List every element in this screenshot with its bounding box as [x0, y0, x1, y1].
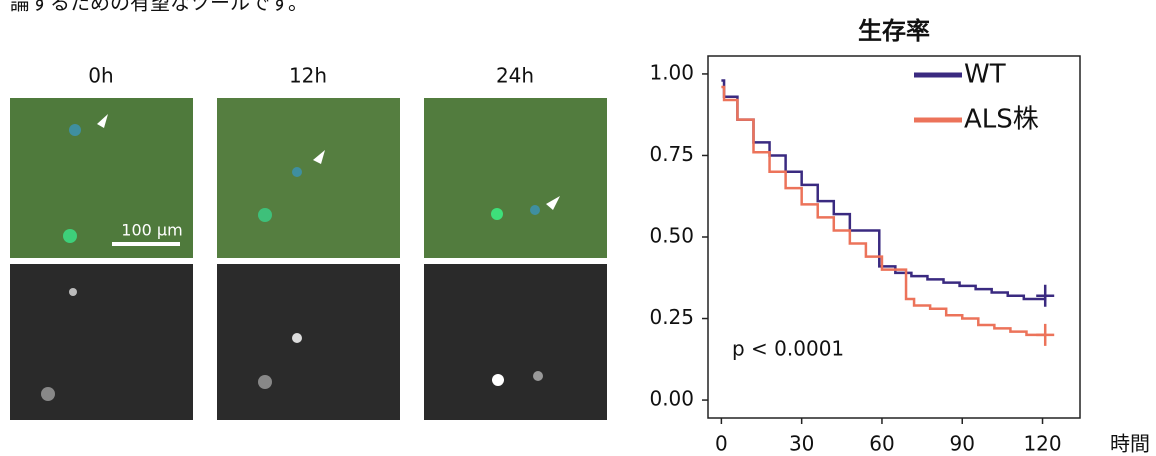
time-label: 24h — [496, 64, 534, 88]
x-tick-label: 60 — [869, 432, 894, 456]
cell — [41, 387, 55, 401]
cell — [292, 167, 302, 177]
time-label: 0h — [88, 64, 113, 88]
micrographs: 100 µm 0h 12h 24h — [10, 64, 607, 420]
cell — [63, 229, 77, 243]
x-tick-label: 90 — [950, 432, 975, 456]
header-text: 論するための有望なツールです。 — [10, 0, 308, 15]
y-tick-label: 0.25 — [649, 305, 694, 329]
micrograph — [217, 98, 400, 258]
cell — [258, 375, 272, 389]
y-tick-label: 0.00 — [649, 387, 694, 411]
micrograph — [424, 98, 607, 258]
cell — [491, 208, 503, 220]
y-tick-label: 0.75 — [649, 142, 694, 166]
arrowhead — [546, 196, 560, 210]
scale-bar-label: 100 µm — [121, 221, 182, 240]
legend-label: WT — [964, 60, 1006, 90]
censor-mark — [1036, 284, 1055, 307]
micrograph — [217, 264, 400, 420]
cell — [530, 205, 540, 215]
cell — [69, 288, 77, 296]
annotation: p < 0.0001 — [732, 337, 844, 361]
x-axis-label: 時間 — [1110, 432, 1150, 456]
cell — [258, 208, 272, 222]
micrograph — [10, 264, 193, 420]
cell — [69, 124, 81, 136]
x-tick-label: 120 — [1023, 432, 1061, 456]
survival-line — [721, 79, 1047, 301]
legend-label: ALS株 — [964, 105, 1039, 135]
y-tick-label: 0.50 — [649, 224, 694, 248]
censor-mark — [1036, 323, 1055, 346]
chart-title: 生存率 — [858, 17, 930, 45]
cell — [292, 333, 302, 343]
time-label: 12h — [289, 64, 327, 88]
y-tick-label: 1.00 — [649, 60, 694, 84]
survival-line — [721, 85, 1046, 337]
x-tick-label: 0 — [715, 432, 728, 456]
micrograph — [424, 264, 607, 420]
arrowhead — [97, 114, 108, 128]
cell — [492, 374, 504, 386]
arrowhead — [313, 150, 325, 164]
cell — [533, 371, 543, 381]
x-tick-label: 30 — [789, 432, 814, 456]
